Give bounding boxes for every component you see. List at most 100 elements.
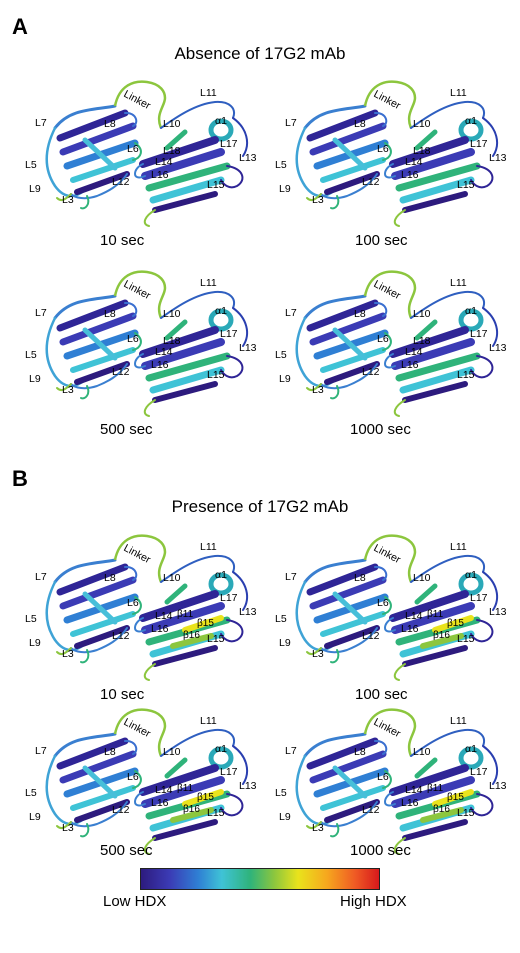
label-l8: L8 (104, 118, 116, 130)
label-alpha1: α1 (465, 743, 477, 755)
label-l15: L15 (457, 807, 475, 819)
label-b16: β16 (433, 804, 450, 815)
right-domain-ribbon (134, 290, 249, 417)
label-l14: L14 (405, 610, 423, 622)
left-domain-ribbon (295, 732, 392, 838)
label-l7: L7 (35, 745, 47, 757)
label-l6: L6 (127, 333, 139, 345)
label-l3: L3 (62, 194, 74, 206)
label-l9: L9 (29, 637, 41, 649)
label-l12: L12 (362, 804, 380, 816)
label-l15: L15 (207, 179, 225, 191)
label-l3: L3 (62, 648, 74, 660)
label-linker: Linker (372, 88, 403, 112)
label-l7: L7 (285, 571, 297, 583)
label-l8: L8 (354, 746, 366, 758)
label-l3: L3 (62, 384, 74, 396)
label-l3: L3 (312, 648, 324, 660)
right-domain-ribbon (384, 100, 499, 227)
timepoint-a-500s: 500 sec (100, 421, 153, 438)
label-l6: L6 (127, 597, 139, 609)
beta-strand-highlights (420, 615, 474, 649)
label-l5: L5 (275, 159, 287, 171)
label-l9: L9 (279, 373, 291, 385)
label-l11: L11 (450, 541, 467, 553)
structure-b-100s: Linker L11 L7 L8 L10 α1 L6 L17 L13 L5 L1… (265, 522, 515, 687)
label-b11: β11 (427, 783, 444, 794)
label-l17: L17 (220, 138, 238, 150)
left-domain-ribbon (295, 294, 392, 400)
label-l7: L7 (285, 117, 297, 129)
label-l16: L16 (401, 169, 419, 181)
label-l5: L5 (275, 349, 287, 361)
label-l12: L12 (112, 366, 130, 378)
beta-strand-highlights (170, 789, 224, 823)
label-l18: L18 (163, 145, 181, 157)
linker-loop (363, 80, 417, 129)
label-b11: β11 (177, 609, 194, 620)
label-l8: L8 (354, 572, 366, 584)
label-l16: L16 (151, 169, 169, 181)
label-l10: L10 (413, 118, 431, 130)
label-l7: L7 (35, 307, 47, 319)
label-linker: Linker (372, 278, 403, 302)
label-l6: L6 (377, 143, 389, 155)
colorbar-low-label: Low HDX (103, 893, 167, 910)
left-domain-ribbon (45, 732, 142, 838)
label-l15: L15 (207, 369, 225, 381)
label-linker: Linker (122, 542, 153, 566)
label-b16: β16 (183, 630, 200, 641)
label-b15: β15 (197, 618, 214, 629)
label-l13: L13 (239, 780, 257, 792)
label-l9: L9 (279, 183, 291, 195)
panel-b-letter: B (12, 466, 28, 491)
linker-loop (113, 270, 167, 319)
label-l7: L7 (285, 745, 297, 757)
label-l17: L17 (220, 766, 238, 778)
timepoint-b-100s: 100 sec (355, 686, 408, 703)
label-l10: L10 (163, 746, 181, 758)
left-domain-ribbon (45, 104, 142, 210)
label-b15: β15 (447, 792, 464, 803)
label-linker: Linker (122, 88, 153, 112)
timepoint-b-500s: 500 sec (100, 842, 153, 859)
label-b15: β15 (447, 618, 464, 629)
label-alpha1: α1 (465, 115, 477, 127)
label-l17: L17 (470, 766, 488, 778)
label-l12: L12 (362, 176, 380, 188)
timepoint-b-1000s: 1000 sec (350, 842, 411, 859)
label-l7: L7 (35, 117, 47, 129)
label-l6: L6 (127, 143, 139, 155)
label-alpha1: α1 (215, 305, 227, 317)
colorbar-high-label: High HDX (340, 893, 407, 910)
label-alpha1: α1 (465, 305, 477, 317)
structure-a-1000s: Linker L11 L7 L8 L10 α1 L6 L17 L18 L13 L… (265, 258, 515, 423)
label-l6: L6 (377, 771, 389, 783)
label-l11: L11 (200, 87, 217, 99)
timepoint-a-1000s: 1000 sec (350, 421, 411, 438)
label-b11: β11 (427, 609, 444, 620)
label-l5: L5 (25, 787, 37, 799)
label-l14: L14 (405, 784, 423, 796)
linker-loop (113, 708, 167, 757)
label-l15: L15 (457, 633, 475, 645)
left-domain-ribbon (295, 104, 392, 210)
timepoint-b-10s: 10 sec (100, 686, 145, 703)
label-l15: L15 (207, 633, 225, 645)
label-l6: L6 (377, 597, 389, 609)
label-l8: L8 (354, 118, 366, 130)
label-l17: L17 (220, 592, 238, 604)
hdx-colorbar (140, 868, 380, 890)
label-l14: L14 (155, 784, 173, 796)
label-l14: L14 (155, 610, 173, 622)
label-l5: L5 (25, 613, 37, 625)
linker-loop (113, 80, 167, 129)
label-l3: L3 (312, 384, 324, 396)
label-l13: L13 (239, 606, 257, 618)
label-l15: L15 (457, 179, 475, 191)
label-b16: β16 (433, 630, 450, 641)
timepoint-a-10s: 10 sec (100, 232, 145, 249)
label-l12: L12 (112, 630, 130, 642)
structure-b-1000s: Linker L11 L7 L8 L10 α1 L6 L17 L13 L5 L1… (265, 696, 515, 861)
label-l13: L13 (489, 152, 507, 164)
